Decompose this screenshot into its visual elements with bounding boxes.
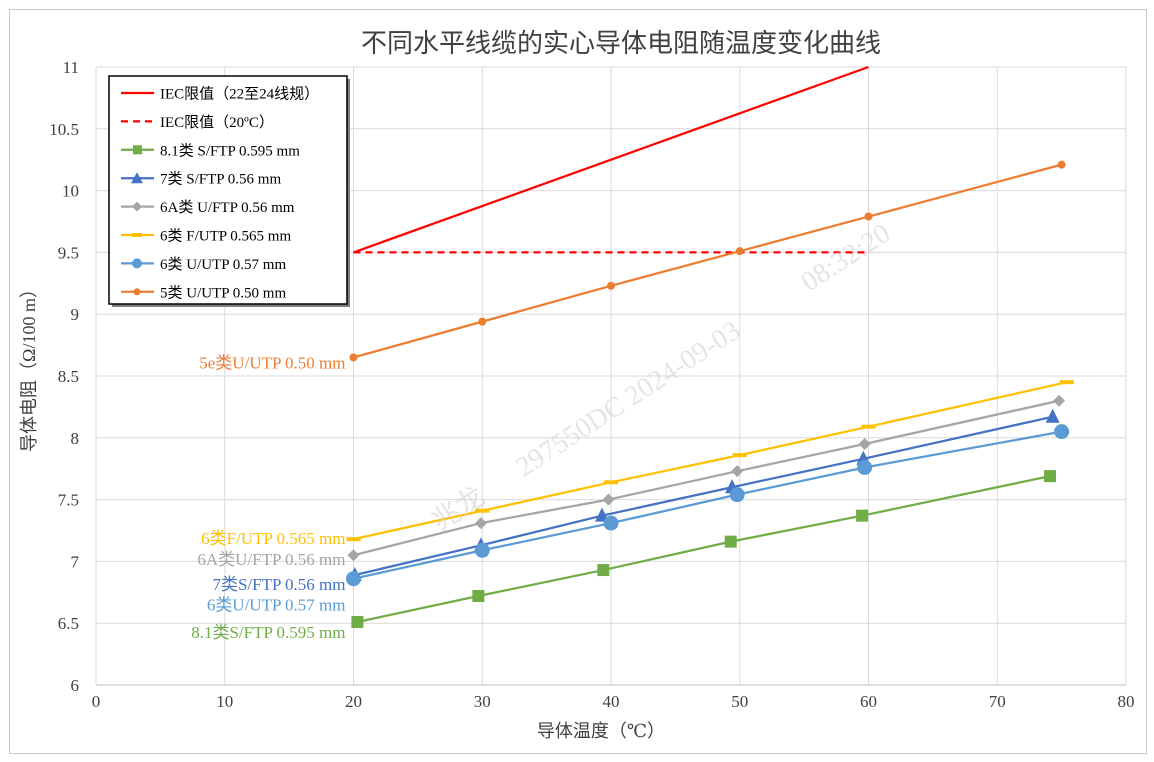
legend-entry-label: IEC限值（22至24线规） xyxy=(160,86,319,103)
x-tick-label: 30 xyxy=(474,692,491,711)
data-point-square xyxy=(724,535,737,548)
y-tick-label: 10 xyxy=(62,182,79,201)
x-tick-label: 10 xyxy=(216,692,233,711)
legend-entry-label: 5类 U/UTP 0.50 mm xyxy=(160,284,286,301)
data-point-circle xyxy=(478,317,487,326)
series-end-label: 5e类U/UTP 0.50 mm xyxy=(199,353,345,372)
series-line xyxy=(353,430,1062,580)
series-line xyxy=(357,475,1051,624)
y-tick-label: 7 xyxy=(71,552,80,571)
data-point-diamond xyxy=(1053,394,1066,407)
series-end-label: 6A类U/FTP 0.56 mm xyxy=(197,550,345,569)
watermark-date: 2024-09-03 xyxy=(620,315,746,412)
series-0 xyxy=(353,65,869,254)
data-point-square xyxy=(472,590,485,603)
x-axis-label: 导体温度（℃） xyxy=(537,721,665,741)
data-point-dash xyxy=(732,453,747,458)
data-point-circle xyxy=(607,281,615,290)
y-tick-label: 10.5 xyxy=(49,120,79,139)
series-6: 6类U/UTP 0.57 mm xyxy=(207,424,1070,615)
data-point-diamond xyxy=(858,437,871,450)
data-point-circle xyxy=(603,515,619,531)
series-line xyxy=(353,381,1068,541)
resistance-chart: 0 10 20 30 40 50 60 70 80 6 6.5 7 7.5 8 8.5 9 9.5 10 10.5 1… xyxy=(19,29,1135,741)
data-point-dash xyxy=(861,424,876,429)
data-point-circle xyxy=(729,487,745,503)
data-point-dash xyxy=(475,508,490,513)
y-tick-label: 9 xyxy=(71,305,80,324)
data-point-diamond xyxy=(347,549,360,562)
x-tick-label: 50 xyxy=(731,692,748,711)
legend-marker xyxy=(131,172,143,184)
data-point-circle xyxy=(857,459,873,475)
series-2: 8.1类S/FTP 0.595 mm xyxy=(191,470,1057,642)
x-tick-label: 40 xyxy=(603,692,620,711)
y-tick-label: 6.5 xyxy=(58,614,79,633)
y-tick-label: 6 xyxy=(71,676,80,695)
data-point-circle xyxy=(349,353,358,362)
x-tick-label: 70 xyxy=(989,692,1006,711)
legend-marker xyxy=(132,258,142,269)
data-point-diamond xyxy=(731,465,744,478)
legend-entry-label: 7类 S/FTP 0.56 mm xyxy=(160,171,281,188)
data-point-square xyxy=(597,564,610,577)
data-point-diamond xyxy=(474,517,487,530)
data-point-circle xyxy=(1054,424,1070,440)
data-point-diamond xyxy=(602,493,615,506)
watermark-id: 297550DC xyxy=(511,390,631,483)
series-7: 5e类U/UTP 0.50 mm xyxy=(199,160,1066,372)
y-tick-label: 9.5 xyxy=(58,243,79,262)
legend-marker xyxy=(133,288,141,296)
watermark-time: 08:32:20 xyxy=(796,218,896,298)
x-tick-label: 60 xyxy=(860,692,877,711)
legend-box xyxy=(108,75,348,305)
legend-marker xyxy=(132,233,142,237)
series-end-label: 6类F/UTP 0.565 mm xyxy=(201,529,345,548)
data-point-dash xyxy=(1059,380,1074,385)
series-end-label: 8.1类S/FTP 0.595 mm xyxy=(191,623,345,642)
series-line xyxy=(353,65,869,254)
series-line xyxy=(353,163,1062,359)
data-point-circle xyxy=(1057,160,1066,169)
y-axis-label: 导体电阻（Ω/100 m） xyxy=(19,280,39,452)
data-point-circle xyxy=(346,571,361,587)
legend-marker xyxy=(133,145,142,155)
data-point-square xyxy=(1044,470,1057,483)
series-line xyxy=(354,415,1053,577)
data-point-triangle xyxy=(1045,408,1060,423)
x-tick-label: 0 xyxy=(92,692,101,711)
series-end-label: 6类U/UTP 0.57 mm xyxy=(207,596,346,615)
y-tick-label: 11 xyxy=(63,58,79,77)
chart-frame: 0 10 20 30 40 50 60 70 80 6 6.5 7 7.5 8 8.5 9 9.5 10 10.5 1… xyxy=(9,9,1147,754)
series-end-label: 7类S/FTP 0.56 mm xyxy=(212,575,345,594)
chart-title: 不同水平线缆的实心导体电阻随温度变化曲线 xyxy=(361,29,881,58)
data-point-circle xyxy=(474,542,490,558)
data-point-square xyxy=(351,615,364,628)
series-4: 6A类U/FTP 0.56 mm xyxy=(197,394,1066,569)
legend-entry-label: IEC限值（20ºC） xyxy=(160,114,274,131)
y-tick-label: 7.5 xyxy=(58,491,79,510)
data-point-dash xyxy=(346,537,361,542)
x-tick-label: 20 xyxy=(345,692,362,711)
legend-entry-label: 6A类 U/FTP 0.56 mm xyxy=(160,199,295,216)
series-5: 6类F/UTP 0.565 mm xyxy=(201,380,1074,548)
data-point-square xyxy=(856,509,869,522)
series-line xyxy=(353,399,1060,557)
legend: IEC限值（22至24线规） IEC限值（20ºC） 8.1类 S/FTP 0.59… xyxy=(108,75,350,307)
legend-entry-label: 8.1类 S/FTP 0.595 mm xyxy=(160,142,300,159)
x-tick-label: 80 xyxy=(1118,692,1135,711)
legend-marker xyxy=(132,201,142,212)
data-point-circle xyxy=(864,212,873,221)
legend-entry-label: 6类 F/UTP 0.565 mm xyxy=(160,228,291,245)
y-tick-label: 8.5 xyxy=(58,367,79,386)
watermark-user: 兆龙 xyxy=(426,480,490,537)
data-point-dash xyxy=(604,480,618,485)
y-tick-label: 8 xyxy=(71,429,80,448)
legend-entry-label: 6类 U/UTP 0.57 mm xyxy=(160,256,286,273)
data-point-circle xyxy=(735,247,744,256)
